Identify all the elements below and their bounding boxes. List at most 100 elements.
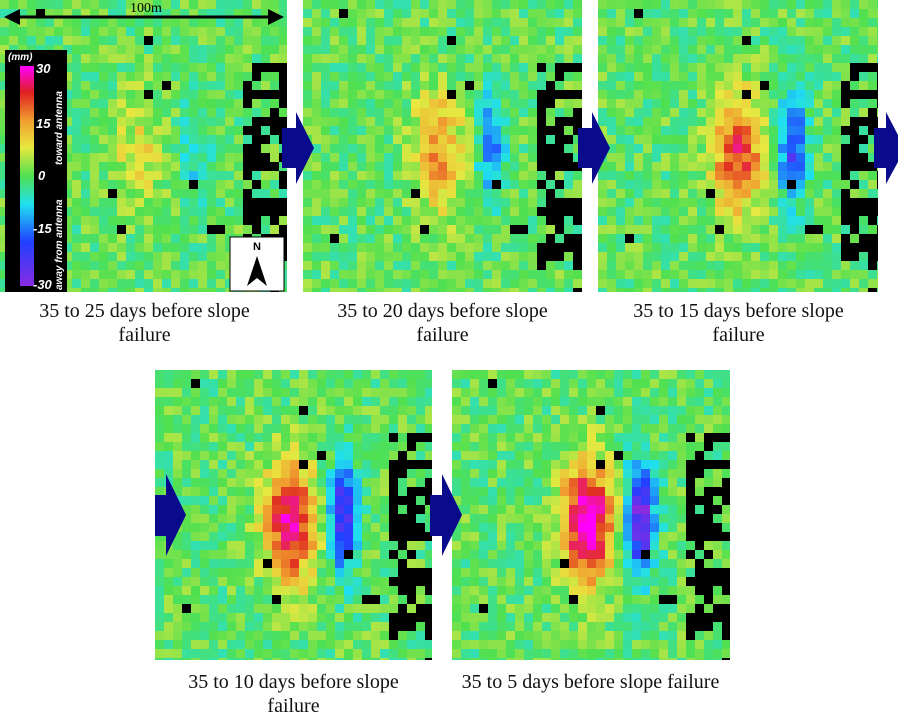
map-cell bbox=[227, 595, 236, 604]
map-cell bbox=[312, 225, 321, 234]
map-cell bbox=[164, 451, 173, 460]
map-cell bbox=[474, 243, 483, 252]
map-cell bbox=[216, 108, 225, 117]
map-cell bbox=[742, 180, 751, 189]
map-cell bbox=[330, 9, 339, 18]
map-cell bbox=[348, 99, 357, 108]
map-cell bbox=[317, 505, 326, 514]
map-cell bbox=[832, 99, 841, 108]
map-cell bbox=[634, 18, 643, 27]
map-cell bbox=[605, 541, 614, 550]
map-cell bbox=[407, 532, 416, 541]
map-cell bbox=[375, 288, 384, 292]
map-cell bbox=[362, 577, 371, 586]
map-cell bbox=[429, 99, 438, 108]
map-cell bbox=[243, 171, 252, 180]
map-cell bbox=[191, 415, 200, 424]
map-cell bbox=[411, 45, 420, 54]
map-cell bbox=[659, 541, 668, 550]
map-cell bbox=[353, 586, 362, 595]
map-cell bbox=[191, 424, 200, 433]
map-cell bbox=[634, 135, 643, 144]
map-cell bbox=[859, 99, 868, 108]
map-cell bbox=[153, 189, 162, 198]
map-cell bbox=[411, 270, 420, 279]
map-cell bbox=[483, 171, 492, 180]
map-cell bbox=[850, 153, 859, 162]
map-cell bbox=[411, 126, 420, 135]
map-cell bbox=[632, 379, 641, 388]
map-cell bbox=[312, 54, 321, 63]
map-cell bbox=[335, 478, 344, 487]
map-cell bbox=[393, 36, 402, 45]
map-cell bbox=[841, 153, 850, 162]
map-cell bbox=[823, 180, 832, 189]
map-cell bbox=[447, 36, 456, 45]
map-cell bbox=[207, 216, 216, 225]
map-cell bbox=[402, 27, 411, 36]
map-cell bbox=[742, 135, 751, 144]
map-cell bbox=[416, 451, 425, 460]
map-cell bbox=[537, 162, 546, 171]
map-cell bbox=[126, 279, 135, 288]
map-cell bbox=[650, 532, 659, 541]
map-cell bbox=[519, 36, 528, 45]
map-cell bbox=[650, 559, 659, 568]
map-cell bbox=[348, 72, 357, 81]
map-cell bbox=[173, 433, 182, 442]
map-cell bbox=[524, 478, 533, 487]
map-cell bbox=[420, 144, 429, 153]
map-cell bbox=[308, 496, 317, 505]
map-cell bbox=[407, 469, 416, 478]
map-cell bbox=[488, 388, 497, 397]
map-cell bbox=[760, 225, 769, 234]
map-cell bbox=[416, 460, 425, 469]
map-cell bbox=[135, 279, 144, 288]
map-cell bbox=[218, 658, 227, 660]
map-cell bbox=[605, 568, 614, 577]
map-cell bbox=[402, 279, 411, 288]
map-cell bbox=[81, 0, 90, 9]
map-cell bbox=[198, 99, 207, 108]
map-cell bbox=[634, 90, 643, 99]
map-cell bbox=[261, 45, 270, 54]
map-cell bbox=[533, 514, 542, 523]
map-cell bbox=[335, 370, 344, 379]
map-cell bbox=[715, 54, 724, 63]
map-cell bbox=[668, 397, 677, 406]
map-cell bbox=[679, 288, 688, 292]
map-cell bbox=[108, 180, 117, 189]
map-cell bbox=[524, 532, 533, 541]
map-cell bbox=[317, 460, 326, 469]
map-cell bbox=[281, 523, 290, 532]
map-cell bbox=[461, 442, 470, 451]
map-cell bbox=[859, 135, 868, 144]
map-cell bbox=[357, 261, 366, 270]
map-cell bbox=[551, 604, 560, 613]
map-cell bbox=[317, 370, 326, 379]
map-cell bbox=[108, 288, 117, 292]
map-cell bbox=[81, 144, 90, 153]
map-cell bbox=[72, 252, 81, 261]
map-cell bbox=[299, 433, 308, 442]
map-cell bbox=[411, 261, 420, 270]
map-cell bbox=[814, 171, 823, 180]
map-cell bbox=[335, 586, 344, 595]
map-cell bbox=[474, 198, 483, 207]
map-cell bbox=[569, 487, 578, 496]
map-cell bbox=[200, 406, 209, 415]
map-cell bbox=[245, 631, 254, 640]
map-cell bbox=[209, 514, 218, 523]
map-cell bbox=[447, 225, 456, 234]
map-cell bbox=[162, 90, 171, 99]
map-cell bbox=[173, 397, 182, 406]
map-cell bbox=[191, 595, 200, 604]
map-cell bbox=[357, 234, 366, 243]
map-cell bbox=[614, 460, 623, 469]
map-cell bbox=[787, 171, 796, 180]
map-cell bbox=[245, 478, 254, 487]
map-cell bbox=[724, 0, 733, 9]
map-cell bbox=[402, 36, 411, 45]
map-cell bbox=[715, 279, 724, 288]
map-cell bbox=[191, 388, 200, 397]
